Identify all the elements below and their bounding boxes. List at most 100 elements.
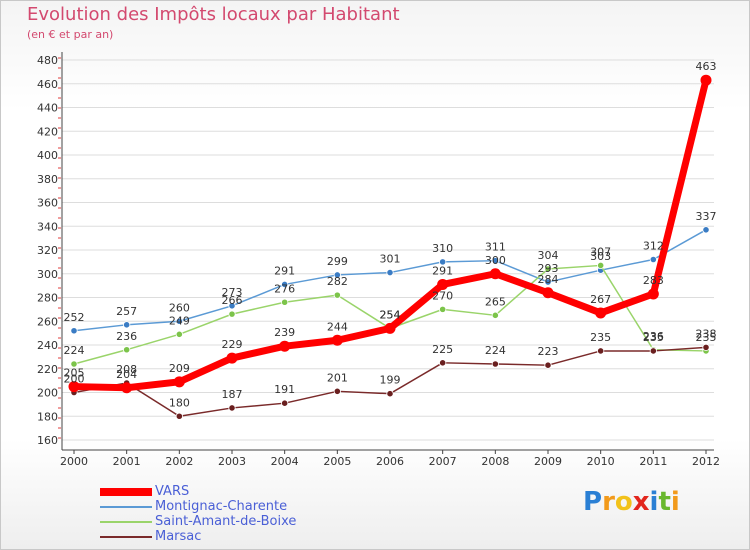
data-label: 235 xyxy=(643,331,664,344)
legend-label: Saint-Amant-de-Boixe xyxy=(155,514,297,529)
data-label: 209 xyxy=(169,362,190,375)
legend-label: Marsac xyxy=(155,529,202,544)
data-point xyxy=(121,382,133,394)
data-label: 187 xyxy=(222,388,243,401)
data-label: 337 xyxy=(696,210,717,223)
data-label: 300 xyxy=(485,254,506,267)
data-label: 200 xyxy=(64,373,85,386)
data-label: 291 xyxy=(274,264,295,277)
y-tick-label: 300 xyxy=(37,268,58,281)
data-label: 224 xyxy=(64,344,85,357)
data-point xyxy=(437,278,449,290)
data-point xyxy=(491,360,499,368)
data-point xyxy=(281,280,289,289)
logo-letter: i xyxy=(670,487,680,517)
data-label: 199 xyxy=(380,374,401,387)
y-tick-label: 160 xyxy=(37,434,58,447)
logo-letter: x xyxy=(632,487,650,517)
data-point xyxy=(700,74,712,86)
data-point xyxy=(226,352,238,364)
data-label: 244 xyxy=(327,320,348,333)
data-point xyxy=(331,334,343,346)
data-label: 283 xyxy=(643,274,664,287)
data-point xyxy=(491,257,499,265)
y-tick-label: 420 xyxy=(37,125,58,138)
x-tick-label: 2004 xyxy=(271,455,299,468)
data-label: 239 xyxy=(274,326,295,339)
logo-letter: i xyxy=(649,487,659,517)
data-point xyxy=(386,268,394,277)
data-label: 238 xyxy=(696,327,717,340)
data-label: 310 xyxy=(432,242,453,255)
data-label: 236 xyxy=(643,330,664,343)
data-label: 257 xyxy=(116,305,137,318)
data-point xyxy=(173,376,185,388)
x-tick-label: 2007 xyxy=(429,455,457,468)
data-label: 205 xyxy=(64,367,85,380)
data-label: 201 xyxy=(327,371,348,384)
data-point xyxy=(491,311,499,319)
data-point xyxy=(123,346,131,354)
legend-swatch xyxy=(100,506,152,508)
data-point xyxy=(279,340,291,352)
data-label: 284 xyxy=(538,273,559,286)
y-tick-label: 320 xyxy=(37,244,58,257)
data-label: 236 xyxy=(116,330,137,343)
data-point xyxy=(544,265,552,273)
chart-subtitle: (en € et par an) xyxy=(27,28,114,41)
data-label: 180 xyxy=(169,396,190,409)
data-point xyxy=(439,359,447,367)
y-tick-label: 380 xyxy=(37,173,58,186)
data-label: 208 xyxy=(116,363,137,376)
data-point xyxy=(647,288,659,300)
legend-label: Montignac-Charente xyxy=(155,499,288,514)
data-point xyxy=(597,261,605,270)
y-tick-label: 240 xyxy=(37,339,58,352)
data-point xyxy=(123,321,131,329)
data-point xyxy=(702,226,710,234)
data-point xyxy=(333,291,341,299)
data-label: 191 xyxy=(274,383,295,396)
y-tick-label: 200 xyxy=(37,387,58,400)
data-label: 282 xyxy=(327,275,348,288)
data-point xyxy=(595,307,607,319)
y-tick-label: 220 xyxy=(37,363,58,376)
data-label: 223 xyxy=(538,345,559,358)
legend-swatch xyxy=(100,536,152,538)
x-tick-label: 2011 xyxy=(639,455,667,468)
data-label: 267 xyxy=(590,293,611,306)
data-point xyxy=(542,287,554,299)
data-label: 293 xyxy=(538,262,559,275)
logo-letter: o xyxy=(614,487,633,517)
y-tick-label: 180 xyxy=(37,410,58,423)
y-tick-label: 400 xyxy=(37,149,58,162)
x-tick-label: 2012 xyxy=(692,455,720,468)
data-point xyxy=(228,302,236,310)
data-point xyxy=(333,387,341,395)
data-point xyxy=(175,412,183,420)
data-point xyxy=(68,381,80,393)
data-point xyxy=(649,347,657,355)
legend-swatch xyxy=(100,488,152,496)
data-point xyxy=(333,271,341,279)
x-tick-label: 2010 xyxy=(587,455,615,468)
chart-title: Evolution des Impôts locaux par Habitant xyxy=(27,4,400,25)
data-point xyxy=(439,258,447,266)
proxiti-logo: Proxiti xyxy=(583,487,680,517)
data-point xyxy=(281,298,289,306)
data-label: 229 xyxy=(222,338,243,351)
data-point xyxy=(70,327,78,335)
logo-letter: r xyxy=(602,487,615,517)
data-label: 260 xyxy=(169,301,190,314)
data-point xyxy=(649,255,657,264)
data-label: 252 xyxy=(64,311,85,324)
y-tick-label: 440 xyxy=(37,102,58,115)
x-tick-label: 2006 xyxy=(376,455,404,468)
data-label: 225 xyxy=(432,343,453,356)
data-label: 463 xyxy=(696,60,717,73)
data-point xyxy=(386,390,394,398)
data-point xyxy=(597,347,605,355)
data-label: 307 xyxy=(590,245,611,258)
